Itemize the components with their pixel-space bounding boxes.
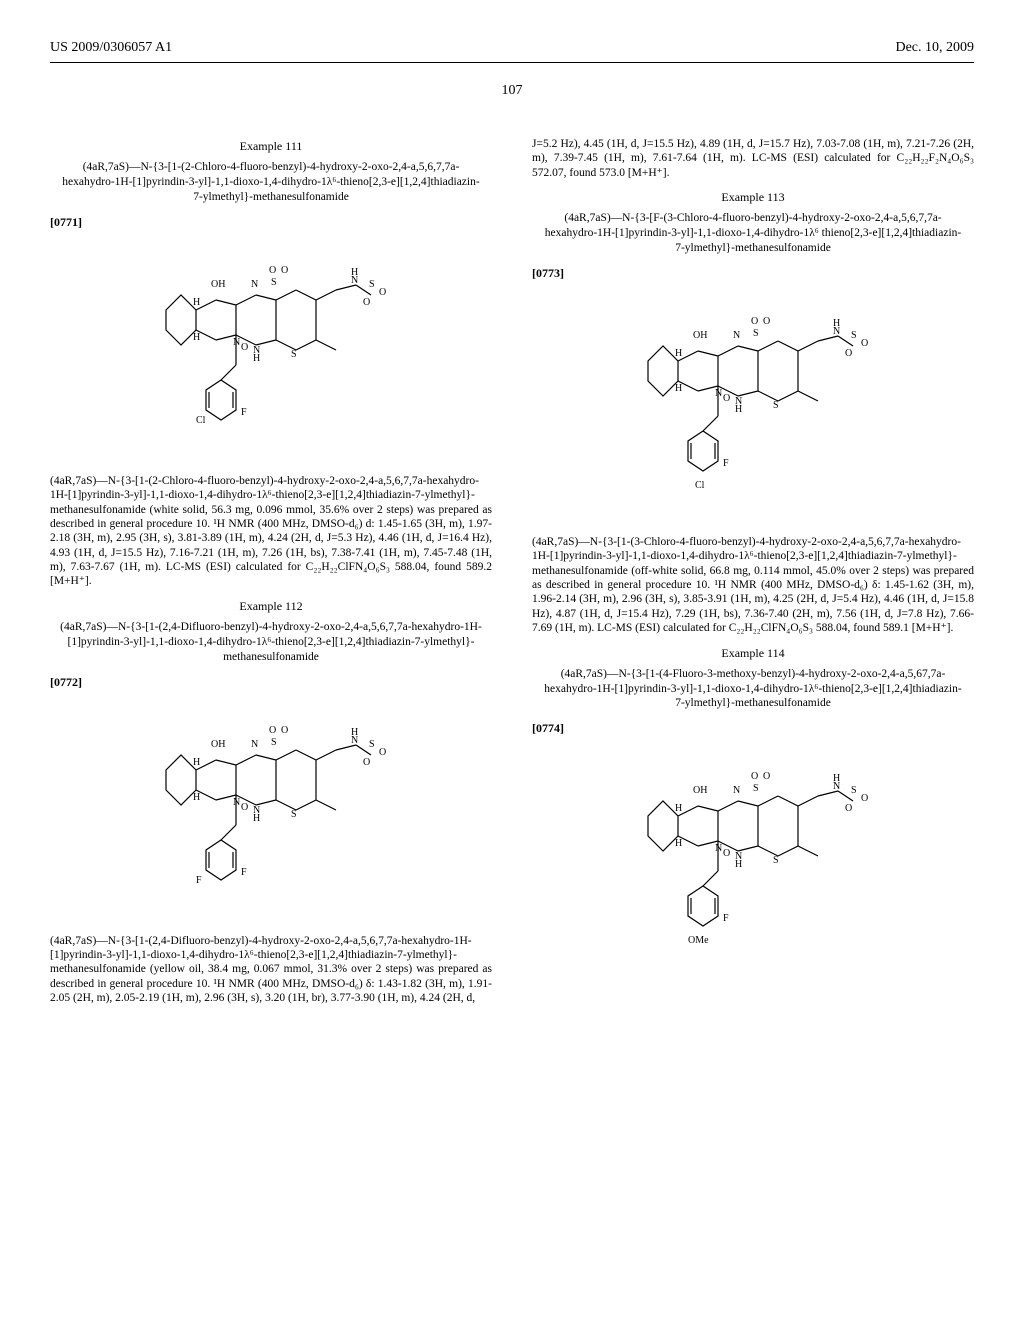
svg-text:F: F [723, 913, 729, 924]
svg-text:N: N [833, 326, 840, 337]
svg-text:O: O [723, 393, 730, 404]
paragraph-0771: [0771] [50, 215, 492, 230]
svg-text:OH: OH [693, 330, 707, 341]
svg-text:O: O [269, 265, 276, 276]
svg-text:S: S [773, 400, 779, 411]
svg-text:OH: OH [693, 785, 707, 796]
svg-text:O: O [763, 771, 770, 782]
structure-112: OH H H N S O O NH S HN S O O O N F F [50, 705, 492, 919]
svg-text:O: O [845, 803, 852, 814]
svg-text:OH: OH [211, 739, 225, 750]
svg-text:N: N [715, 843, 722, 854]
example-113-compound-name: (4aR,7aS)—N-{3-[F-(3-Chloro-4-fluoro-ben… [542, 211, 964, 256]
svg-text:O: O [379, 287, 386, 298]
svg-text:Cl: Cl [695, 480, 705, 491]
svg-text:S: S [753, 783, 759, 794]
paragraph-0774: [0774] [532, 721, 974, 736]
publication-number: US 2009/0306057 A1 [50, 40, 172, 56]
svg-text:O: O [723, 848, 730, 859]
svg-text:H: H [735, 404, 742, 415]
svg-text:H: H [193, 297, 200, 308]
svg-text:O: O [269, 725, 276, 736]
svg-text:H: H [253, 353, 260, 364]
svg-text:F: F [196, 875, 202, 886]
svg-text:S: S [271, 737, 277, 748]
example-112-title: Example 112 [50, 599, 492, 614]
svg-text:Cl: Cl [196, 415, 206, 426]
svg-text:N: N [233, 337, 240, 348]
structure-113: OH H H N S O O NH S HN S O O O N F Cl [532, 296, 974, 520]
svg-text:H: H [193, 757, 200, 768]
svg-text:O: O [241, 342, 248, 353]
svg-text:H: H [675, 838, 682, 849]
page-header: US 2009/0306057 A1 Dec. 10, 2009 [50, 40, 974, 56]
header-divider [50, 62, 974, 63]
example-113-body: (4aR,7aS)—N-{3-[1-(3-Chloro-4-fluoro-ben… [532, 535, 974, 636]
example-112-body: (4aR,7aS)—N-{3-[1-(2,4-Difluoro-benzyl)-… [50, 934, 492, 1006]
svg-text:S: S [851, 785, 857, 796]
svg-text:N: N [251, 279, 258, 290]
example-112-continuation: J=5.2 Hz), 4.45 (1H, d, J=15.5 Hz), 4.89… [532, 137, 974, 180]
left-column: Example 111 (4aR,7aS)—N-{3-[1-(2-Chloro-… [50, 129, 492, 1014]
svg-text:N: N [251, 739, 258, 750]
svg-text:O: O [861, 338, 868, 349]
svg-text:O: O [379, 747, 386, 758]
svg-text:S: S [291, 809, 297, 820]
svg-text:OMe: OMe [688, 935, 709, 946]
svg-text:F: F [241, 867, 247, 878]
svg-text:OH: OH [211, 279, 225, 290]
svg-text:H: H [675, 383, 682, 394]
svg-text:F: F [241, 407, 247, 418]
svg-text:S: S [369, 279, 375, 290]
example-111-compound-name: (4aR,7aS)—N-{3-[1-(2-Chloro-4-fluoro-ben… [60, 160, 482, 205]
svg-text:S: S [773, 855, 779, 866]
svg-text:O: O [281, 725, 288, 736]
right-column: J=5.2 Hz), 4.45 (1H, d, J=15.5 Hz), 4.89… [532, 129, 974, 1014]
content-columns: Example 111 (4aR,7aS)—N-{3-[1-(2-Chloro-… [50, 129, 974, 1014]
svg-text:H: H [735, 859, 742, 870]
svg-text:N: N [351, 735, 358, 746]
svg-text:N: N [351, 275, 358, 286]
svg-text:O: O [281, 265, 288, 276]
svg-text:S: S [851, 330, 857, 341]
svg-text:N: N [715, 388, 722, 399]
svg-text:O: O [363, 757, 370, 768]
svg-text:H: H [193, 792, 200, 803]
svg-text:S: S [271, 277, 277, 288]
svg-text:N: N [233, 797, 240, 808]
svg-text:H: H [675, 803, 682, 814]
page-number: 107 [50, 83, 974, 99]
example-111-body: (4aR,7aS)—N-{3-[1-(2-Chloro-4-fluoro-ben… [50, 474, 492, 589]
svg-text:H: H [193, 332, 200, 343]
example-114-compound-name: (4aR,7aS)—N-{3-[1-(4-Fluoro-3-methoxy-be… [542, 667, 964, 712]
svg-text:H: H [253, 813, 260, 824]
example-113-title: Example 113 [532, 190, 974, 205]
svg-text:N: N [733, 785, 740, 796]
svg-text:F: F [723, 458, 729, 469]
paragraph-0772: [0772] [50, 675, 492, 690]
svg-text:O: O [861, 793, 868, 804]
svg-text:O: O [241, 802, 248, 813]
structure-111: OH H H N S O O NH S HN S O O O N Cl F [50, 245, 492, 459]
svg-text:O: O [751, 771, 758, 782]
svg-text:N: N [733, 330, 740, 341]
svg-text:O: O [763, 316, 770, 327]
example-114-title: Example 114 [532, 646, 974, 661]
paragraph-0773: [0773] [532, 266, 974, 281]
svg-text:S: S [369, 739, 375, 750]
svg-text:N: N [833, 781, 840, 792]
svg-text:O: O [751, 316, 758, 327]
svg-text:O: O [363, 297, 370, 308]
svg-text:S: S [291, 349, 297, 360]
svg-text:H: H [675, 348, 682, 359]
example-112-compound-name: (4aR,7aS)—N-{3-[1-(2,4-Difluoro-benzyl)-… [60, 620, 482, 665]
svg-text:S: S [753, 328, 759, 339]
svg-text:O: O [845, 348, 852, 359]
structure-114: OH H H N S O O NH S HN S O O O N F OMe [532, 751, 974, 975]
publication-date: Dec. 10, 2009 [895, 40, 974, 56]
example-111-title: Example 111 [50, 139, 492, 154]
